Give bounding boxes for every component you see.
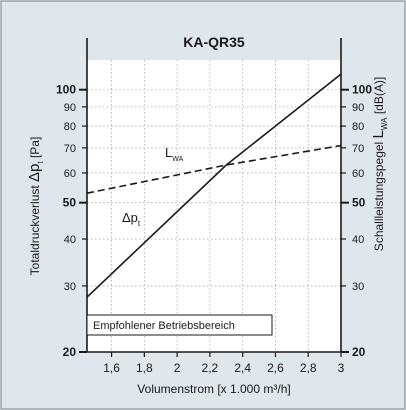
label-symbol: L xyxy=(370,130,387,138)
y-tick-label-right-40: 40 xyxy=(352,234,364,246)
annotation-text: Empfohlener Betriebsbereich xyxy=(93,320,235,332)
x-tick-label-1-6: 1,6 xyxy=(103,361,120,375)
label-pressure-loss: Δpt xyxy=(122,210,141,228)
y-tick-label-left-100: 100 xyxy=(56,83,76,97)
y-tick-label-right-100: 100 xyxy=(352,83,372,97)
y-axis-label-left: Totaldruckverlust Δpt [Pa] xyxy=(26,137,45,276)
label-unit: [Pa] xyxy=(28,137,42,162)
series-lines xyxy=(86,73,342,298)
x-tick-label-1-8: 1,8 xyxy=(136,361,153,375)
x-tick-label-2-4: 2,4 xyxy=(234,361,251,375)
tick-labels: 1,6 1,8 2 2,2 2,4 2,6 2,8 3 20 20 30 30 40 40 50 50 60 60… xyxy=(56,83,372,375)
chart-title: KA-QR35 xyxy=(183,34,245,50)
label-subscript: WA xyxy=(380,117,389,130)
x-tick-label-3: 3 xyxy=(338,361,345,375)
y-tick-label-right-80: 80 xyxy=(352,121,364,133)
y-tick-label-left-50: 50 xyxy=(63,196,77,210)
x-tick-label-2-6: 2,6 xyxy=(267,361,284,375)
label-prefix: Schallleistungspegel xyxy=(372,138,386,251)
y-tick-label-left-90: 90 xyxy=(64,102,76,114)
y-tick-label-right-60: 60 xyxy=(352,168,364,180)
annotation-box: Empfohlener Betriebsbereich xyxy=(86,314,273,336)
y-tick-label-right-70: 70 xyxy=(352,143,364,155)
annotation-frame xyxy=(86,314,273,336)
label-pressure-loss-main: Δp xyxy=(122,210,138,225)
y-tick-label-left-60: 60 xyxy=(64,168,76,180)
y-tick-label-right-50: 50 xyxy=(352,196,366,210)
y-tick-label-left-80: 80 xyxy=(64,121,76,133)
label-pressure-loss-sub: t xyxy=(138,219,141,228)
x-tick-label-2-8: 2,8 xyxy=(300,361,317,375)
x-tick-label-2: 2 xyxy=(174,361,181,375)
label-subscript: t xyxy=(36,161,45,164)
y-tick-label-left-70: 70 xyxy=(64,143,76,155)
axes xyxy=(79,38,349,357)
y-axis-label-right: Schallleistungspegel LWA [dB(A)] xyxy=(370,77,389,251)
label-delta: Δ xyxy=(26,172,43,182)
x-tick-label-2-2: 2,2 xyxy=(202,361,219,375)
x-axis-label: Volumenstrom [x 1.000 m³/h] xyxy=(137,382,290,396)
y-tick-label-left-20: 20 xyxy=(63,345,77,359)
label-sound-power-main: L xyxy=(165,145,172,160)
series-line-sound-power xyxy=(86,144,342,194)
label-symbol: p xyxy=(26,164,43,172)
label-prefix: Totaldruckverlust xyxy=(28,182,42,275)
y-tick-label-right-20: 20 xyxy=(352,345,366,359)
series-line-pressure-loss xyxy=(86,73,342,298)
y-tick-label-right-30: 30 xyxy=(352,281,364,293)
series-labels: Δpt LWA xyxy=(122,145,184,228)
label-sound-power: LWA xyxy=(165,145,184,163)
label-sound-power-sub: WA xyxy=(172,156,183,163)
y-tick-label-right-90: 90 xyxy=(352,102,364,114)
y-tick-label-left-30: 30 xyxy=(64,281,76,293)
y-tick-label-left-40: 40 xyxy=(64,234,76,246)
label-unit: [dB(A)] xyxy=(372,77,386,118)
